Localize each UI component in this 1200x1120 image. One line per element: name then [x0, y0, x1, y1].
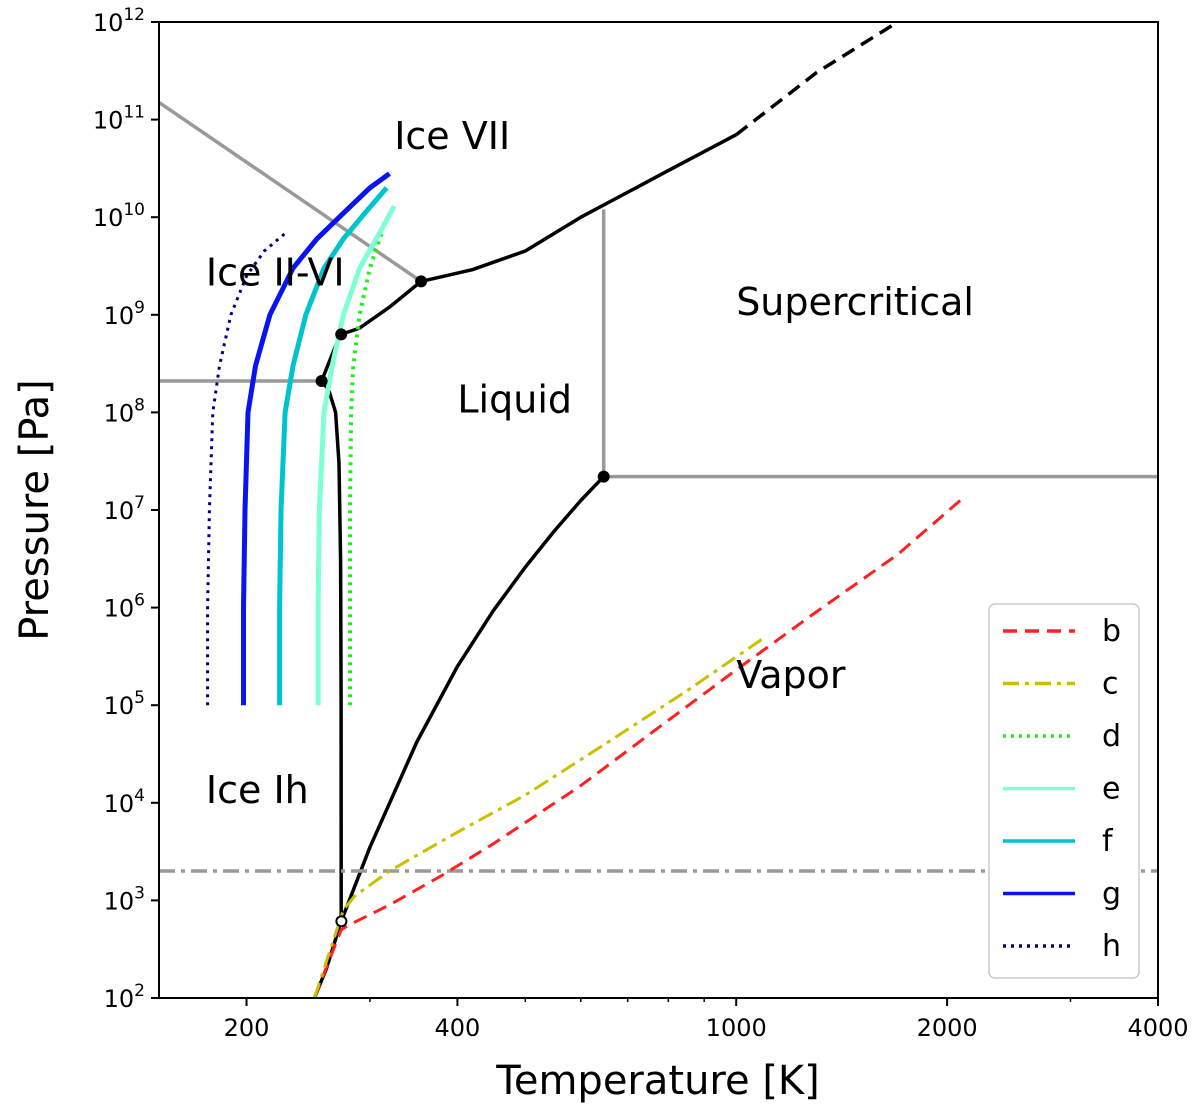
region-label-liquid: Liquid	[457, 377, 572, 421]
legend-label-c: c	[1102, 667, 1119, 702]
series-c-line	[312, 635, 767, 998]
x-axis-title: Temperature [K]	[495, 1058, 820, 1104]
series-d-line	[348, 231, 384, 706]
boundary-ice-vii-melting-extrapolated	[735, 22, 899, 137]
x-tick-label: 1000	[706, 1014, 767, 1042]
series-e-line	[315, 204, 397, 706]
triple-point-4	[597, 470, 610, 483]
x-tick-label: 2000	[917, 1014, 978, 1042]
region-label-ice-vii: Ice VII	[394, 114, 510, 158]
triple-point-1	[415, 275, 428, 288]
legend-label-e: e	[1102, 772, 1120, 807]
triple-points	[315, 275, 610, 928]
x-tick-label: 400	[435, 1014, 481, 1042]
legend-label-b: b	[1102, 614, 1121, 649]
boundary-vaporization	[339, 475, 605, 922]
series-f-line	[277, 186, 389, 706]
y-axis-title: Pressure [Pa]	[12, 379, 58, 641]
region-label-ice-ii-vi: Ice II-VI	[206, 250, 345, 294]
boundary-ice-vi-melting	[340, 280, 423, 337]
region-labels: Ice VII Ice II-VI Supercritical Liquid Vapor…	[206, 114, 974, 812]
series-g-line	[241, 171, 391, 706]
triple-point-2	[335, 328, 348, 341]
region-label-ice-ih: Ice Ih	[206, 768, 309, 812]
y-tick-label: 102	[104, 981, 145, 1013]
legend-label-f: f	[1102, 824, 1114, 859]
triple-point-3	[315, 375, 328, 387]
x-tick-label: 4000	[1127, 1014, 1188, 1042]
boundary-ice-vii-melting	[420, 133, 738, 284]
triple-point-5	[335, 915, 348, 928]
series-b-line	[313, 497, 963, 998]
data-series	[206, 171, 963, 998]
legend-box	[988, 603, 1140, 979]
region-label-vapor: Vapor	[736, 653, 846, 697]
legend-label-d: d	[1102, 719, 1121, 754]
x-tick-label: 200	[224, 1014, 270, 1042]
region-label-supercritical: Supercritical	[736, 280, 974, 324]
series-h-line	[206, 231, 288, 706]
legend-label-h: h	[1102, 929, 1121, 964]
legend-label-g: g	[1102, 877, 1121, 912]
